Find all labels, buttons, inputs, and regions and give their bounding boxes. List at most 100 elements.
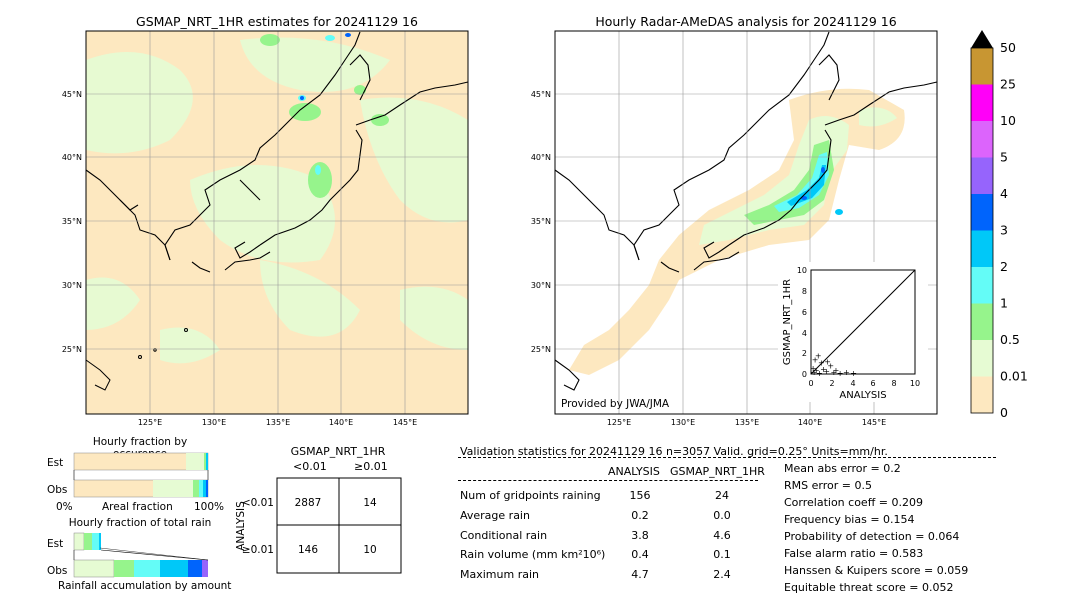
scatter-x-tick: 8 — [891, 379, 896, 388]
scatter-ylabel: GSMAP_NRT_1HR — [782, 279, 793, 365]
cell-01: 14 — [363, 497, 377, 509]
lat-label: 25°N — [531, 345, 551, 354]
contingency-grid: 2887 14 146 10 <0.01 ≥0.01 ANALYSIS — [235, 477, 402, 574]
scatter-point: + — [813, 366, 820, 375]
score: Equitable threat score = 0.052 — [784, 581, 954, 594]
lat-label: 45°N — [62, 90, 82, 99]
left-map: 45°N 40°N 35°N 30°N 25°N 125°E 130°E 135… — [62, 30, 469, 427]
table-divider — [458, 480, 758, 481]
scatter-x-tick: 2 — [829, 379, 834, 388]
colorbar-swatch — [971, 303, 993, 340]
lon-label: 135°E — [266, 418, 290, 427]
colorbar-label: 50 — [1000, 40, 1016, 55]
row-axis-label: ANALYSIS — [235, 501, 247, 551]
scatter-y-tick: 0 — [802, 370, 807, 379]
scatter-point: + — [827, 362, 834, 371]
scatter-point: + — [823, 367, 830, 376]
scatter-point: + — [811, 368, 818, 377]
lon-label: 135°E — [735, 418, 759, 427]
scatter-point: + — [843, 368, 850, 377]
lat-label: 30°N — [62, 281, 82, 290]
scatter-point: + — [818, 359, 825, 368]
stat-analysis: 4.7 — [631, 568, 649, 581]
lon-label: 130°E — [202, 418, 226, 427]
scatter-x-tick: 10 — [910, 379, 920, 388]
scatter-x-tick: 0 — [808, 379, 813, 388]
lon-label: 125°E — [138, 418, 162, 427]
stat-label: Maximum rain — [460, 568, 539, 581]
cell-00: 2887 — [295, 497, 322, 509]
scatter-y-tick: 10 — [797, 266, 807, 275]
lat-label: 45°N — [531, 90, 551, 99]
axis-right: 100% — [194, 501, 225, 513]
row-label-est: Est — [47, 457, 63, 469]
total-rain-chart: Est Obs — [47, 532, 209, 578]
scatter-y-tick: 6 — [802, 308, 807, 317]
contingency-title: GSMAP_NRT_1HR — [290, 445, 386, 458]
lon-label: 130°E — [671, 418, 695, 427]
left-map-title: GSMAP_NRT_1HR estimates for 20241129 16 — [136, 14, 418, 29]
colorbar-label: 2 — [1000, 259, 1008, 274]
col-analysis: ANALYSIS — [608, 465, 660, 478]
scatter-y-tick: 2 — [802, 349, 807, 358]
scatter-point: + — [824, 358, 831, 367]
lon-label: 125°E — [607, 418, 631, 427]
colorbar-label: 5 — [1000, 150, 1008, 165]
right-map-title: Hourly Radar-AMeDAS analysis for 2024112… — [595, 14, 897, 29]
stat-label: Num of gridpoints raining — [460, 489, 601, 502]
stat-label: Rain volume (mm km²10⁶) — [460, 548, 606, 561]
scatter-y-tick: 8 — [802, 287, 807, 296]
colorbar-label: 4 — [1000, 186, 1008, 201]
colorbar-label: 0 — [1000, 405, 1008, 420]
contingency-col-1: ≥0.01 — [354, 460, 388, 473]
score: Probability of detection = 0.064 — [784, 530, 960, 543]
scatter-point: + — [837, 369, 844, 378]
colorbar: 0 0.01 0.5 1 2 3 4 5 10 25 50 — [970, 30, 1028, 420]
lon-label: 145°E — [862, 418, 886, 427]
scatter-point: + — [812, 355, 819, 364]
total-rain-axis-label: Rainfall accumulation by amount — [58, 580, 232, 592]
colorbar-label: 10 — [1000, 113, 1016, 128]
scatter-point: + — [820, 365, 827, 374]
score: Correlation coeff = 0.209 — [784, 496, 923, 509]
lat-label: 40°N — [531, 153, 551, 162]
scatter-inset: +++++++++ + + +++++ 0 2 4 6 8 10 0 2 4 6 8 … — [778, 262, 928, 402]
scatter-xlabel: ANALYSIS — [839, 390, 886, 401]
lat-label: 40°N — [62, 153, 82, 162]
colorbar-label: 3 — [1000, 223, 1008, 238]
lon-label: 140°E — [798, 418, 822, 427]
row-label-0: <0.01 — [242, 497, 274, 509]
stat-gsmap: 4.6 — [713, 529, 731, 542]
map-credit: Provided by JWA/JMA — [561, 398, 670, 410]
header-divider — [458, 457, 996, 458]
scatter-point: + — [833, 366, 840, 375]
score: Mean abs error = 0.2 — [784, 462, 901, 475]
scatter-point: + — [815, 351, 822, 360]
row-label-1: ≥0.01 — [242, 544, 274, 556]
scatter-point: + — [810, 364, 817, 373]
col-gsmap: GSMAP_NRT_1HR — [670, 465, 765, 478]
row-label-obs: Obs — [47, 565, 67, 577]
score: Hanssen & Kuipers score = 0.059 — [784, 564, 969, 577]
scatter-y-tick: 4 — [802, 329, 807, 338]
cell-10: 146 — [298, 544, 318, 556]
colorbar-swatch — [971, 48, 993, 85]
lat-label: 30°N — [531, 281, 551, 290]
colorbar-swatch — [971, 340, 993, 377]
contingency-col-0: <0.01 — [293, 460, 327, 473]
stat-label: Conditional rain — [460, 529, 548, 542]
colorbar-swatch — [971, 267, 993, 304]
colorbar-label: 0.5 — [1000, 332, 1020, 347]
stat-gsmap: 0.1 — [713, 548, 731, 561]
lat-label: 35°N — [62, 217, 82, 226]
lon-label: 145°E — [393, 418, 417, 427]
lon-label: 140°E — [329, 418, 353, 427]
stat-label: Average rain — [460, 509, 530, 522]
colorbar-swatch — [971, 157, 993, 194]
score: RMS error = 0.5 — [784, 479, 872, 492]
score: Frequency bias = 0.154 — [784, 513, 915, 526]
scatter-x-tick: 6 — [870, 379, 875, 388]
axis-mid: Areal fraction — [102, 501, 173, 513]
colorbar-swatch — [971, 230, 993, 267]
stat-analysis: 3.8 — [631, 529, 649, 542]
